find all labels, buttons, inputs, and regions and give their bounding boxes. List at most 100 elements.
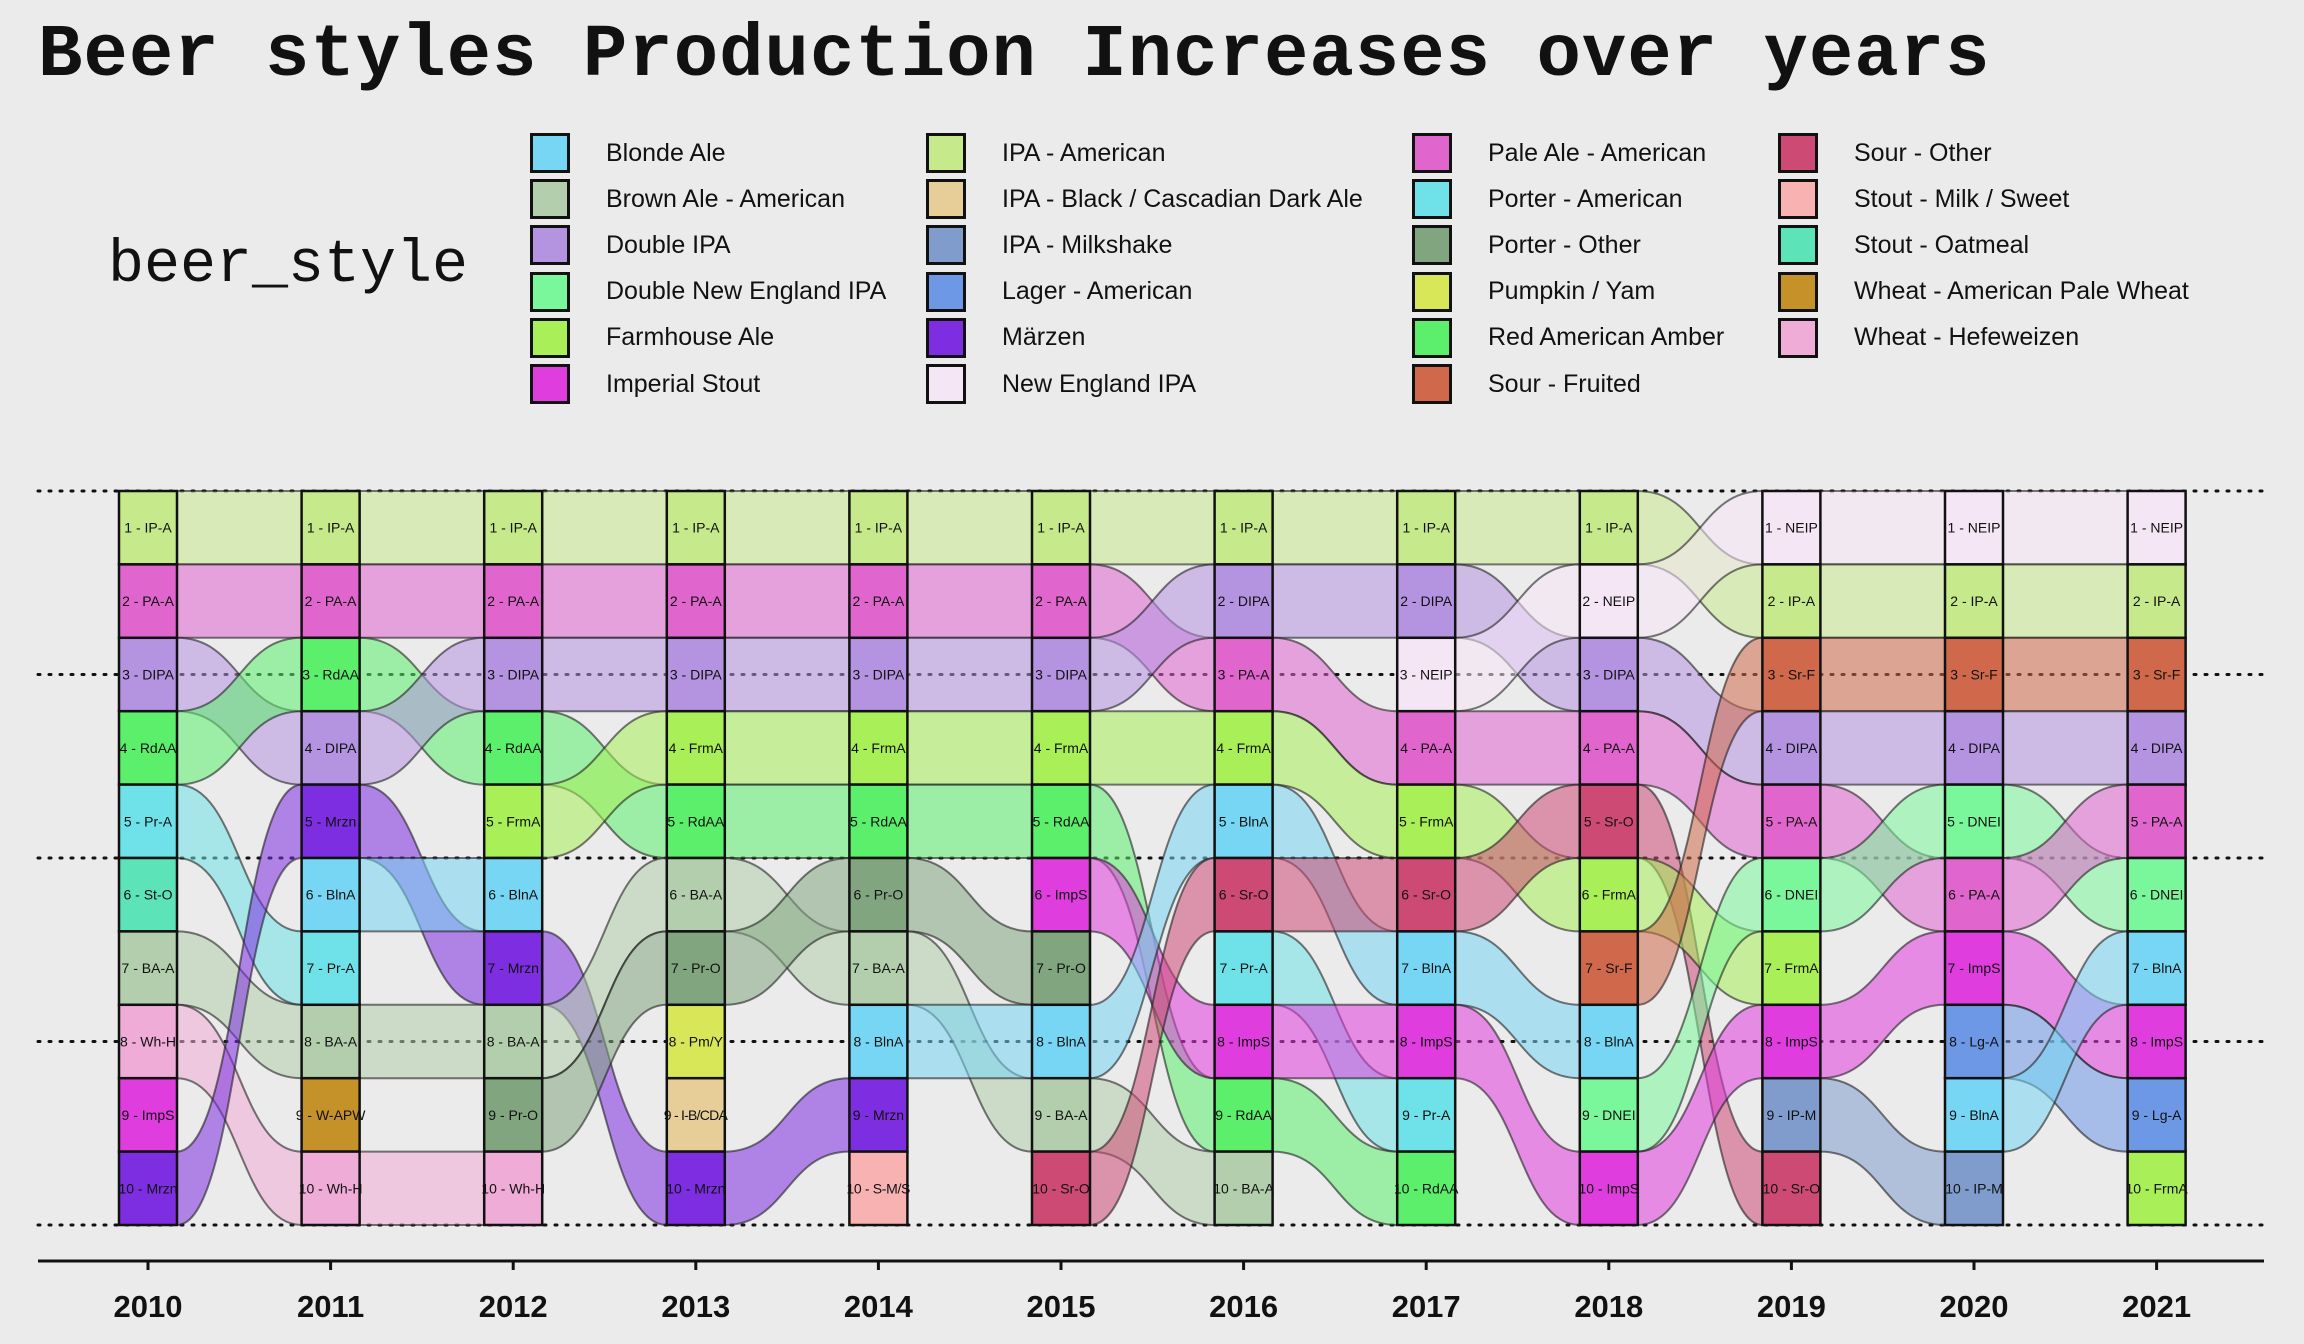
stratum-label: 7 - BA-A <box>122 960 176 976</box>
stratum-box <box>1213 709 1274 786</box>
flow-band <box>906 636 1033 713</box>
x-tick-label: 2013 <box>661 1289 730 1324</box>
stratum-label: 5 - RdAA <box>667 813 724 829</box>
legend-label: New England IPA <box>1002 369 1197 398</box>
chart-title: Beer styles Production Increases over ye… <box>38 14 1991 98</box>
stratum-label: 7 - Pr-A <box>1219 960 1268 976</box>
flow-band <box>358 489 486 566</box>
stratum-label: 7 - BA-A <box>852 960 906 976</box>
stratum-label: 5 - Sr-O <box>1584 813 1634 829</box>
legend-swatch <box>926 364 966 404</box>
stratum-box <box>665 1150 727 1227</box>
stratum-box <box>1943 1150 2005 1227</box>
x-tick-label: 2018 <box>1574 1289 1643 1324</box>
stratum-label: 9 - IP-M <box>1767 1107 1817 1123</box>
stratum-box <box>1395 1150 1457 1227</box>
flow-band <box>541 636 668 713</box>
stratum-label: 1 - IP-A <box>1402 520 1450 536</box>
x-tick-label: 2020 <box>1940 1289 2009 1324</box>
flow-band <box>906 489 1033 566</box>
x-tick-label: 2017 <box>1392 1289 1461 1324</box>
legend-title: beer_style <box>108 232 469 300</box>
stratum-box <box>1213 563 1274 640</box>
stratum-label: 7 - BlnA <box>1401 960 1451 976</box>
legend-item: Double New England IPA <box>530 270 886 314</box>
stratum-label: 6 - FrmA <box>1582 887 1637 903</box>
stratum-box <box>1761 1076 1822 1153</box>
flow-band <box>723 563 851 639</box>
stratum-box <box>848 1076 909 1153</box>
stratum-box <box>300 489 361 566</box>
stratum-label: 6 - Pr-O <box>854 887 904 903</box>
stratum-label: 8 - Lg-A <box>1949 1034 1999 1050</box>
stratum-label: 5 - FrmA <box>486 813 541 829</box>
stratum-box <box>300 1150 361 1227</box>
x-tick-label: 2016 <box>1209 1289 1278 1324</box>
flow-band <box>1271 563 1399 639</box>
legend-swatch <box>1412 364 1452 404</box>
stratum-label: 8 - ImpS <box>1765 1034 1818 1050</box>
stratum-box <box>2126 783 2187 860</box>
stratum-label: 7 - ImpS <box>1948 960 2001 976</box>
flow-band <box>541 489 668 566</box>
stratum-box <box>665 856 727 933</box>
stratum-box <box>1578 709 1640 786</box>
stratum-label: 2 - NEIP <box>1582 593 1635 609</box>
stratum-box <box>1943 636 2005 713</box>
stratum-label: 7 - Pr-A <box>306 960 355 976</box>
stratum-label: 8 - Wh-H <box>120 1034 176 1050</box>
stratum-label: 8 - BlnA <box>1036 1034 1086 1050</box>
stratum-box <box>2126 1150 2187 1227</box>
legend-item: Double IPA <box>530 223 731 267</box>
stratum-box <box>482 1003 544 1080</box>
legend-item: Brown Ale - American <box>530 177 845 221</box>
legend-item: Lager - American <box>926 270 1192 314</box>
legend-label: IPA - American <box>1002 138 1166 167</box>
stratum-box <box>1943 1076 2005 1153</box>
stratum-label: 3 - DIPA <box>670 667 723 683</box>
stratum-label: 2 - IP-A <box>1768 593 1816 609</box>
stratum-box <box>1030 563 1092 640</box>
legend-swatch <box>530 179 570 220</box>
stratum-label: 1 - IP-A <box>124 520 172 536</box>
legend-item: IPA - Black / Cascadian Dark Ale <box>926 177 1363 221</box>
stratum-box <box>1395 856 1457 933</box>
flow-band <box>541 563 668 639</box>
stratum-box <box>1213 1076 1274 1153</box>
stratum-label: 9 - I-B/CDA <box>664 1107 729 1123</box>
stratum-box <box>1395 783 1457 860</box>
stratum-label: 1 - IP-A <box>672 520 720 536</box>
x-tick-label: 2014 <box>844 1289 914 1324</box>
flow-band <box>1089 710 1216 786</box>
stratum-label: 3 - NEIP <box>1400 667 1453 683</box>
flow-band <box>1454 489 1581 566</box>
stratum-label: 5 - DNEI <box>1947 813 2001 829</box>
stratum-label: 2 - DIPA <box>1400 593 1453 609</box>
stratum-label: 8 - ImpS <box>2130 1034 2183 1050</box>
legend-item: IPA - American <box>926 131 1166 175</box>
stratum-label: 10 - Wh-H <box>299 1180 363 1196</box>
stratum-label: 8 - BlnA <box>1584 1034 1634 1050</box>
x-tick-label: 2010 <box>114 1289 183 1324</box>
stratum-box <box>482 636 544 713</box>
stratum-label: 10 - BA-A <box>1213 1180 1274 1196</box>
stratum-label: 9 - Lg-A <box>2132 1107 2182 1123</box>
stratum-label: 10 - Mrzn <box>666 1180 725 1196</box>
stratum-box <box>1761 1150 1822 1227</box>
stratum-box <box>665 709 727 786</box>
stratum-label: 3 - DIPA <box>852 667 905 683</box>
stratum-box <box>482 856 544 933</box>
stratum-label: 7 - BlnA <box>2132 960 2182 976</box>
flow-band <box>1454 710 1581 786</box>
legend-item: New England IPA <box>926 362 1196 406</box>
flow-band <box>176 489 303 566</box>
stratum-box <box>117 1150 179 1227</box>
stratum-label: 3 - DIPA <box>487 667 540 683</box>
stratum-label: 2 - DIPA <box>1218 593 1271 609</box>
stratum-label: 6 - St-O <box>123 887 172 903</box>
stratum-box <box>1030 1003 1092 1080</box>
stratum-label: 5 - BlnA <box>1219 813 1269 829</box>
stratum-box <box>2126 1003 2187 1080</box>
stratum-box <box>1578 1003 1640 1080</box>
